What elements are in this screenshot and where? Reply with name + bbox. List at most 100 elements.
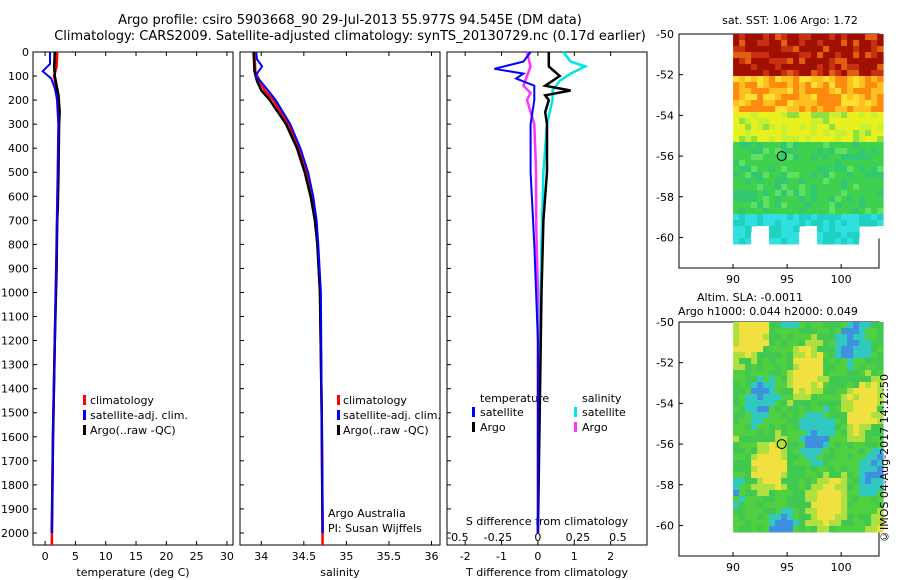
map-cell	[763, 460, 770, 467]
map-cell	[751, 142, 758, 149]
map-cell	[871, 100, 878, 107]
map-cell	[793, 172, 800, 179]
map-cell	[733, 478, 740, 485]
map-cell	[739, 382, 746, 389]
map-cell	[739, 352, 746, 359]
map-cell	[877, 34, 884, 41]
map-cell	[805, 358, 812, 365]
map-cell	[793, 214, 800, 221]
map-cell	[859, 166, 866, 173]
map-cell	[733, 448, 740, 455]
map-cell	[793, 166, 800, 173]
map-cell	[823, 178, 830, 185]
map-cell	[829, 520, 836, 527]
map-cell	[811, 454, 818, 461]
map-cell	[841, 88, 848, 95]
map-cell	[817, 376, 824, 383]
map-cell	[805, 214, 812, 221]
map-cell	[823, 124, 830, 131]
map-cell	[877, 64, 884, 71]
map-cell	[847, 148, 854, 155]
map-cell	[751, 88, 758, 95]
map-cell	[859, 214, 866, 221]
map-cell	[751, 514, 758, 521]
map-cell	[823, 136, 830, 143]
map-cell	[799, 190, 806, 197]
map-cell	[871, 508, 878, 515]
map-cell	[787, 166, 794, 173]
map-cell	[805, 364, 812, 371]
map-cell	[733, 64, 740, 71]
map-lat-tick-label: -52	[656, 69, 674, 82]
map-cell	[877, 370, 884, 377]
map-cell	[799, 406, 806, 413]
map-cell	[733, 424, 740, 431]
map-cell	[757, 40, 764, 47]
map-cell	[847, 94, 854, 101]
map-cell	[799, 496, 806, 503]
map-cell	[781, 124, 788, 131]
map-cell	[769, 130, 776, 137]
map-cell	[859, 34, 866, 41]
map-cell	[859, 388, 866, 395]
map-cell	[811, 358, 818, 365]
map-cell	[865, 76, 872, 83]
map-cell	[853, 106, 860, 113]
map-cell	[805, 514, 812, 521]
map-cell	[847, 460, 854, 467]
map-cell	[853, 130, 860, 137]
map-cell	[877, 184, 884, 191]
map-cell	[787, 196, 794, 203]
map-cell	[775, 526, 782, 533]
map-cell	[811, 382, 818, 389]
map-cell	[733, 136, 740, 143]
map-cell	[757, 412, 764, 419]
depth-tick-label: 1400	[1, 383, 29, 396]
map-cell	[853, 172, 860, 179]
map-cell	[865, 208, 872, 215]
sst-map-title: sat. SST: 1.06 Argo: 1.72	[722, 14, 858, 27]
map-cell	[805, 46, 812, 53]
map-cell	[745, 178, 752, 185]
map-cell	[751, 502, 758, 509]
map-cell	[799, 472, 806, 479]
map-cell	[871, 490, 878, 497]
map-cell	[841, 94, 848, 101]
map-cell	[733, 238, 740, 245]
map-cell	[769, 112, 776, 119]
map-cell	[781, 334, 788, 341]
map-cell	[823, 202, 830, 209]
map-cell	[871, 196, 878, 203]
map-cell	[793, 178, 800, 185]
map-cell	[787, 52, 794, 59]
map-cell	[871, 34, 878, 41]
map-cell	[787, 472, 794, 479]
map-cell	[835, 160, 842, 167]
map-cell	[871, 184, 878, 191]
map-cell	[877, 490, 884, 497]
map-cell	[781, 352, 788, 359]
map-cell	[853, 454, 860, 461]
map-cell	[763, 388, 770, 395]
difference-top-tick-label: -0.5	[447, 531, 468, 544]
difference-tick-label: -2	[460, 550, 471, 563]
map-cell	[787, 466, 794, 473]
map-cell	[751, 148, 758, 155]
map-cell	[817, 352, 824, 359]
depth-tick-label: 100	[8, 70, 29, 83]
map-cell	[835, 520, 842, 527]
map-cell	[739, 346, 746, 353]
map-cell	[805, 472, 812, 479]
map-cell	[781, 370, 788, 377]
map-cell	[733, 490, 740, 497]
map-cell	[763, 448, 770, 455]
map-cell	[763, 166, 770, 173]
map-cell	[823, 76, 830, 83]
map-cell	[769, 454, 776, 461]
map-cell	[829, 514, 836, 521]
map-cell	[841, 448, 848, 455]
map-cell	[781, 202, 788, 209]
map-cell	[823, 478, 830, 485]
map-cell	[871, 394, 878, 401]
map-cell	[745, 406, 752, 413]
